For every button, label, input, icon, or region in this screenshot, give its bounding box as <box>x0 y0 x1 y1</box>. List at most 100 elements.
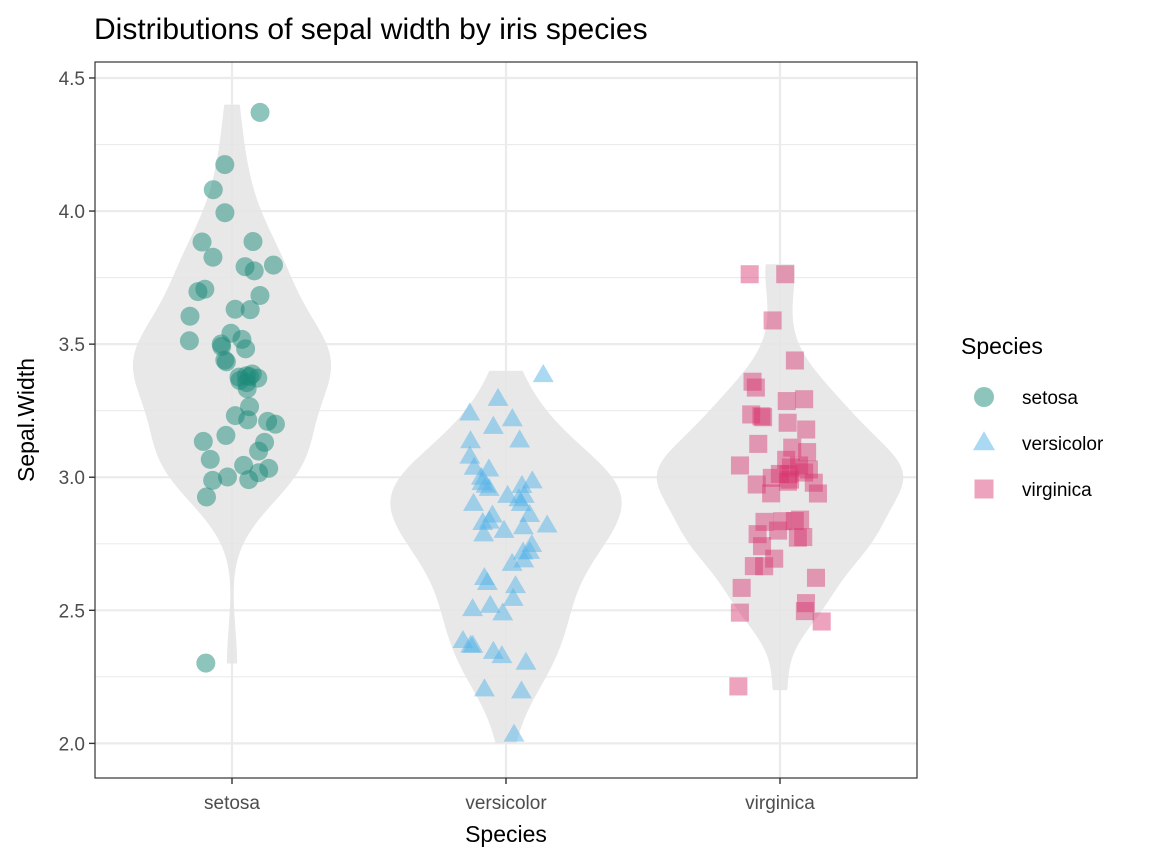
point-setosa <box>215 203 235 223</box>
point-virginica <box>773 512 792 531</box>
violin-virginica <box>656 264 904 691</box>
point-versicolor <box>521 470 543 489</box>
point-versicolor <box>482 415 504 434</box>
legend-key-versicolor <box>973 431 995 451</box>
point-virginica <box>755 512 774 531</box>
point-versicolor <box>462 634 484 653</box>
point-setosa <box>263 255 283 275</box>
point-setosa <box>218 467 238 487</box>
point-virginica <box>762 484 781 503</box>
y-tick-label: 4.5 <box>59 69 85 90</box>
point-virginica <box>762 468 781 487</box>
point-virginica <box>777 450 796 469</box>
point-virginica <box>777 392 796 411</box>
point-virginica <box>785 351 804 370</box>
point-versicolor <box>532 364 554 383</box>
point-setosa <box>240 300 260 320</box>
point-virginica <box>730 456 750 475</box>
x-tick-label: versicolor <box>465 793 547 814</box>
point-virginica <box>804 473 823 492</box>
point-versicolor <box>505 575 526 594</box>
point-virginica <box>812 612 831 631</box>
point-virginica <box>765 549 784 568</box>
point-virginica <box>806 568 826 587</box>
point-versicolor <box>482 640 504 659</box>
point-virginica <box>790 456 809 475</box>
point-setosa <box>240 397 260 417</box>
point-setosa <box>203 247 223 267</box>
point-virginica <box>783 438 802 457</box>
legend-label-versicolor: versicolor <box>1022 434 1104 455</box>
point-setosa <box>225 299 245 319</box>
y-axis: 2.0 2.5 3.0 3.5 4.0 4.5 <box>59 69 95 755</box>
legend: Species setosa versicolor virginica <box>961 333 1104 501</box>
y-tick-label: 3.0 <box>59 468 85 489</box>
legend-key-virginica <box>974 479 994 499</box>
legend-label-virginica: virginica <box>1022 480 1092 501</box>
point-virginica <box>795 390 814 409</box>
point-virginica <box>740 265 759 284</box>
point-versicolor <box>460 430 481 449</box>
point-versicolor <box>478 458 500 477</box>
point-setosa <box>237 379 257 399</box>
data-points <box>179 102 831 742</box>
point-setosa <box>192 232 212 252</box>
point-virginica <box>732 578 751 597</box>
point-virginica <box>769 521 788 540</box>
point-setosa <box>193 431 213 451</box>
point-virginica <box>730 603 749 622</box>
point-setosa <box>250 102 270 122</box>
point-versicolor <box>475 474 497 493</box>
point-virginica <box>752 537 772 556</box>
point-virginica <box>791 510 810 529</box>
point-virginica <box>742 405 761 424</box>
point-versicolor <box>472 511 494 531</box>
point-versicolor <box>519 503 541 522</box>
y-tick-label: 3.5 <box>59 335 85 356</box>
point-versicolor <box>512 516 534 535</box>
y-tick-label: 2.0 <box>59 734 85 755</box>
y-tick-label: 2.5 <box>59 601 85 622</box>
point-versicolor <box>476 571 498 590</box>
point-versicolor <box>462 598 484 617</box>
point-setosa <box>221 323 241 343</box>
point-versicolor <box>459 402 481 421</box>
point-versicolor <box>473 523 495 542</box>
point-setosa <box>203 470 223 490</box>
point-setosa <box>200 449 220 469</box>
x-tick-label: setosa <box>204 793 260 814</box>
plot-panel <box>94 61 918 779</box>
point-virginica <box>795 602 814 621</box>
y-axis-title: Sepal.Width <box>13 358 39 482</box>
point-virginica <box>781 458 800 477</box>
point-virginica <box>752 407 771 426</box>
point-virginica <box>797 420 816 439</box>
point-versicolor <box>509 429 531 448</box>
point-versicolor <box>473 678 495 697</box>
point-setosa <box>215 350 235 370</box>
point-setosa <box>225 406 245 426</box>
point-versicolor <box>501 408 523 427</box>
point-virginica <box>754 408 773 427</box>
point-setosa <box>195 279 215 299</box>
point-versicolor <box>511 680 532 699</box>
point-setosa <box>179 331 199 351</box>
point-virginica <box>748 525 767 544</box>
point-virginica <box>763 311 782 330</box>
point-virginica <box>755 557 774 576</box>
legend-title: Species <box>961 333 1043 359</box>
point-virginica <box>798 443 817 462</box>
x-tick-label: virginica <box>745 793 815 814</box>
point-versicolor <box>511 474 533 493</box>
point-setosa <box>235 257 255 277</box>
point-versicolor <box>487 387 509 406</box>
point-setosa <box>234 455 254 475</box>
legend-key-setosa <box>974 387 994 407</box>
point-virginica <box>794 528 813 547</box>
point-versicolor <box>463 492 484 511</box>
point-versicolor <box>492 602 514 621</box>
point-setosa <box>250 286 270 306</box>
point-versicolor <box>502 587 524 606</box>
y-tick-label: 4.0 <box>59 202 85 223</box>
point-virginica <box>776 265 795 284</box>
